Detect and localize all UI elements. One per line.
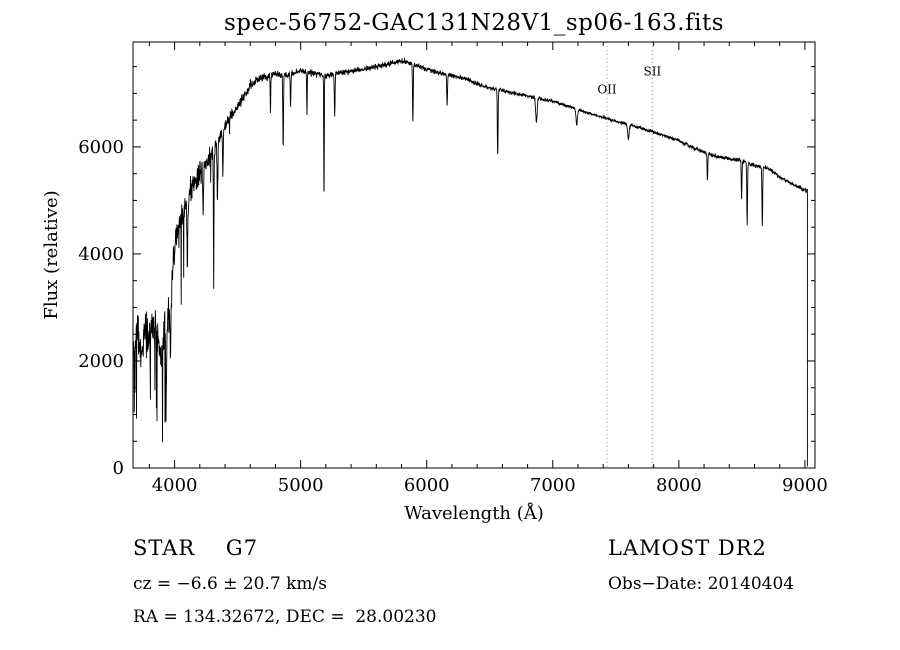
svg-text:2000: 2000: [78, 351, 124, 372]
svg-text:Flux (relative): Flux (relative): [41, 190, 62, 319]
svg-text:5000: 5000: [278, 475, 324, 496]
svg-text:6000: 6000: [78, 137, 124, 158]
object-classification: STAR G7: [133, 536, 259, 560]
svg-text:Wavelength (Å): Wavelength (Å): [404, 502, 544, 524]
coordinates: RA = 134.32672, DEC = 28.00230: [133, 607, 437, 627]
svg-text:SII: SII: [644, 65, 662, 79]
radial-velocity: cz = −6.6 ± 20.7 km/s: [133, 574, 327, 594]
svg-text:4000: 4000: [152, 475, 198, 496]
survey-name: LAMOST DR2: [608, 536, 767, 560]
svg-text:6000: 6000: [404, 475, 450, 496]
svg-text:8000: 8000: [656, 475, 702, 496]
spectrum-plot-svg: OII SII 4000 5000 6000 7000 8000 9000 0 2000 4000 6…: [41, 41, 828, 524]
svg-text:OII: OII: [597, 82, 617, 96]
chart-title: spec-56752-GAC131N28V1_sp06-163.fits: [223, 10, 725, 36]
observation-date: Obs−Date: 20140404: [608, 574, 795, 594]
svg-text:9000: 9000: [782, 475, 828, 496]
spectrum-plot: OII SII 4000 5000 6000 7000 8000 9000 0 2000 4000 6…: [41, 41, 828, 524]
svg-text:4000: 4000: [78, 244, 124, 265]
svg-text:7000: 7000: [530, 475, 576, 496]
svg-text:0: 0: [113, 458, 124, 479]
